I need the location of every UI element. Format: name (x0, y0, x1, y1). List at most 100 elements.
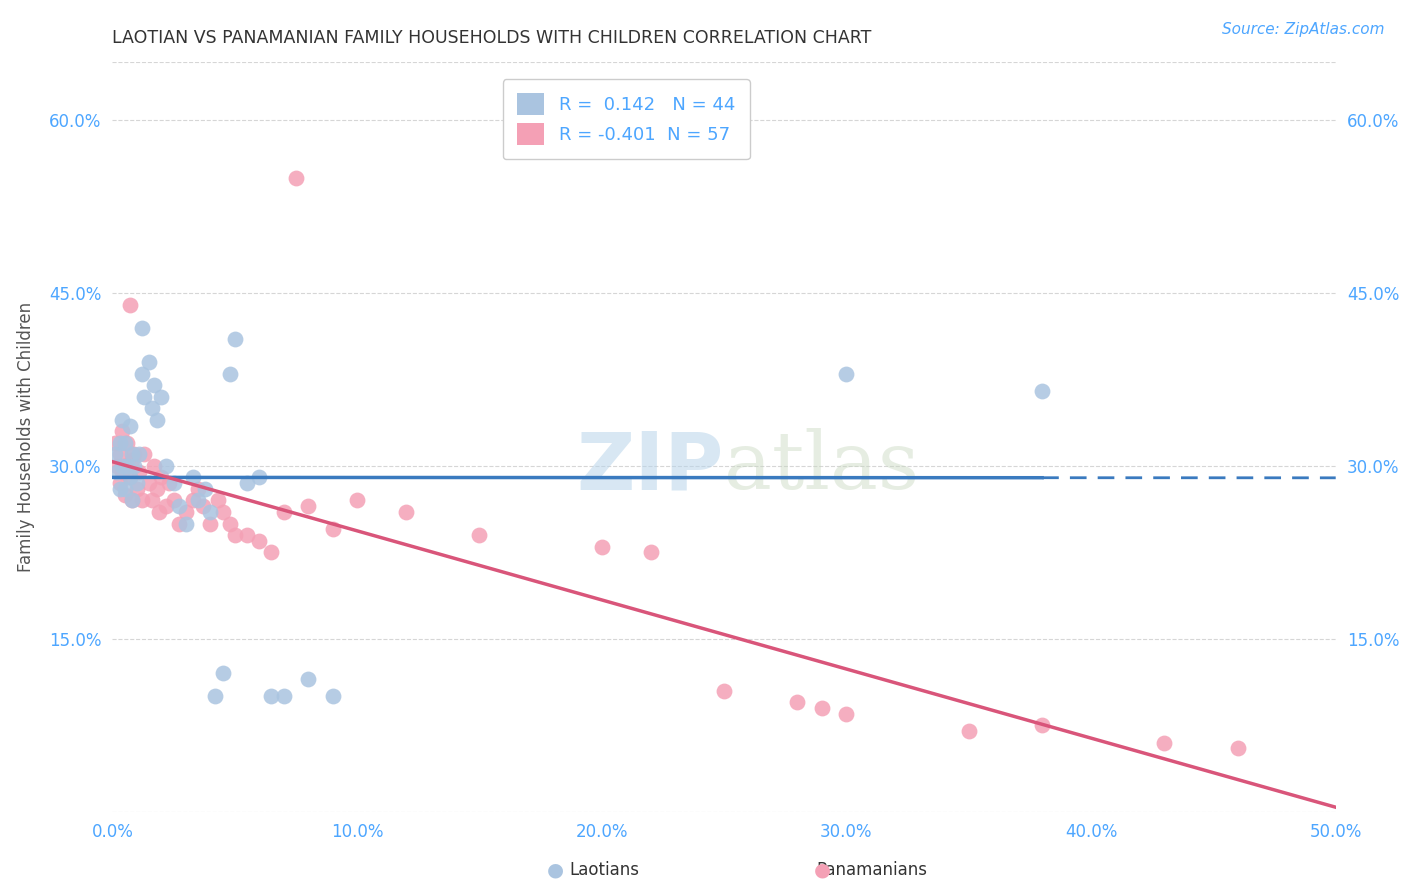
Point (128, 465, 150, 479)
Point (224, 528, 246, 542)
Point (121, 447, 143, 461)
Point (155, 500, 177, 514)
Point (104, 447, 127, 461)
Text: ZIP: ZIP (576, 428, 724, 506)
Point (1031, 718, 1053, 732)
Point (124, 447, 146, 461)
Point (104, 435, 127, 450)
Point (111, 413, 134, 427)
Point (115, 435, 138, 450)
Point (108, 447, 131, 461)
Point (115, 458, 138, 473)
Point (194, 482, 217, 496)
Point (105, 458, 128, 473)
Point (121, 453, 143, 467)
Point (211, 505, 233, 519)
Text: atlas: atlas (724, 428, 920, 506)
Point (811, 701, 834, 715)
Point (134, 390, 156, 404)
Point (219, 367, 242, 381)
Point (148, 505, 170, 519)
Point (322, 690, 344, 704)
Point (786, 695, 808, 709)
Point (108, 482, 131, 496)
Point (143, 378, 166, 392)
Point (163, 493, 186, 508)
Point (111, 425, 134, 439)
Point (174, 505, 197, 519)
Point (167, 500, 190, 514)
Point (181, 493, 204, 508)
Point (121, 493, 143, 508)
Legend: R =  0.142   N = 44, R = -0.401  N = 57: R = 0.142 N = 44, R = -0.401 N = 57 (503, 79, 749, 159)
Point (591, 540, 613, 554)
Point (1153, 735, 1175, 749)
Point (155, 458, 177, 473)
Text: Laotians: Laotians (569, 861, 640, 879)
Point (247, 470, 270, 484)
Point (138, 476, 160, 491)
Point (111, 465, 134, 479)
Point (121, 493, 143, 508)
Point (957, 724, 980, 739)
Point (125, 482, 148, 496)
Point (143, 458, 166, 473)
Point (260, 690, 283, 704)
Point (1226, 741, 1249, 756)
Point (284, 170, 308, 185)
Point (187, 482, 209, 496)
Point (138, 355, 160, 369)
Point (835, 706, 858, 721)
Point (145, 413, 167, 427)
Point (141, 401, 163, 416)
Point (134, 447, 156, 461)
Point (124, 458, 146, 473)
Point (157, 476, 180, 491)
Point (297, 672, 319, 686)
Point (114, 458, 136, 473)
Point (131, 367, 153, 381)
Point (346, 493, 368, 508)
Point (114, 482, 136, 496)
Point (200, 505, 222, 519)
Point (108, 476, 131, 491)
Point (236, 476, 259, 491)
Point (174, 516, 197, 531)
Point (145, 482, 167, 496)
Point (395, 505, 418, 519)
Text: LAOTIAN VS PANAMANIAN FAMILY HOUSEHOLDS WITH CHILDREN CORRELATION CHART: LAOTIAN VS PANAMANIAN FAMILY HOUSEHOLDS … (112, 29, 872, 47)
Point (114, 435, 136, 450)
Point (1031, 384, 1053, 398)
Point (835, 367, 858, 381)
Point (224, 332, 246, 346)
Point (167, 516, 190, 531)
Point (128, 447, 150, 461)
Point (219, 516, 242, 531)
Point (187, 493, 209, 508)
Point (118, 470, 141, 484)
Point (260, 545, 283, 559)
Point (163, 476, 186, 491)
Point (640, 545, 662, 559)
Point (322, 522, 344, 536)
Point (297, 500, 319, 514)
Point (150, 470, 173, 484)
Point (114, 488, 136, 502)
Point (141, 493, 163, 508)
Point (111, 458, 134, 473)
Point (105, 465, 128, 479)
Point (273, 690, 295, 704)
Point (118, 297, 141, 311)
Point (191, 500, 214, 514)
Text: ●: ● (547, 860, 564, 880)
Point (273, 505, 295, 519)
Point (204, 690, 226, 704)
Point (125, 476, 148, 491)
Y-axis label: Family Households with Children: Family Households with Children (17, 302, 35, 572)
Point (118, 470, 141, 484)
Point (207, 493, 229, 508)
Point (150, 390, 173, 404)
Point (131, 493, 153, 508)
Point (247, 533, 270, 548)
Point (131, 320, 153, 334)
